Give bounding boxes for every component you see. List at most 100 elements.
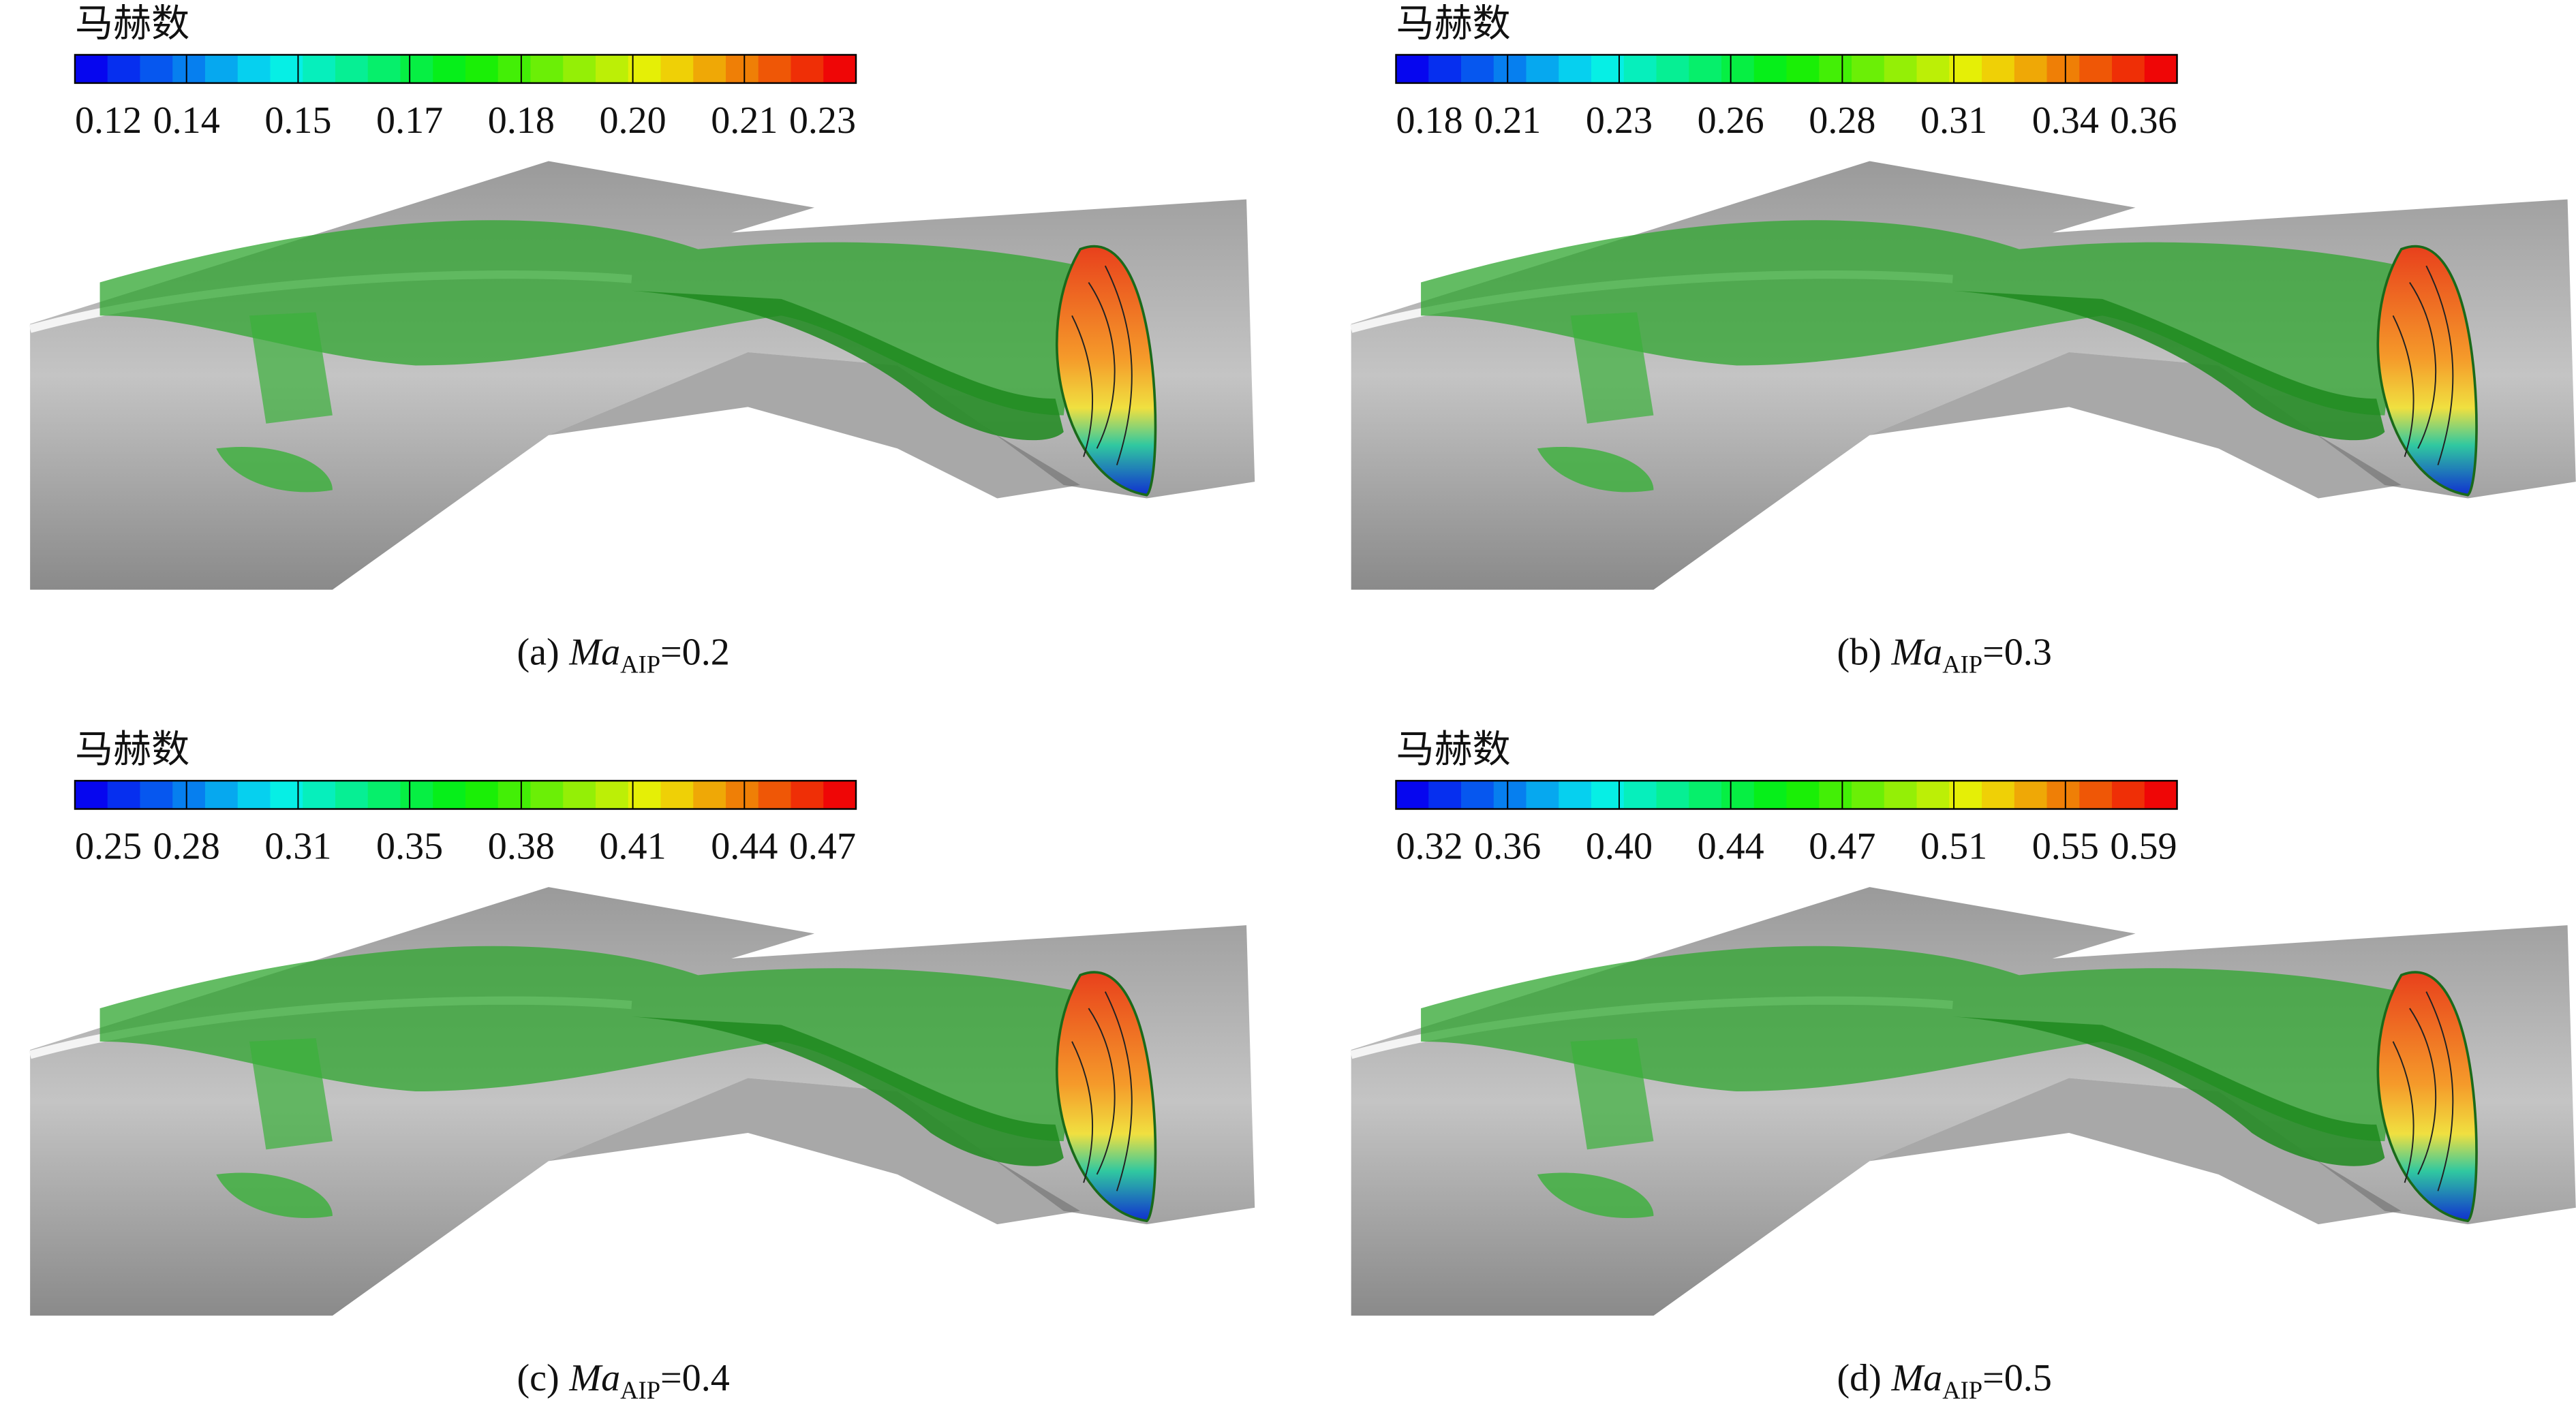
separation-patch	[1570, 1038, 1654, 1150]
colorbar-tick-label: 0.47	[789, 826, 856, 868]
colorbar-title: 马赫数	[75, 729, 189, 771]
outlet-plane	[2376, 971, 2478, 1223]
colorbar-segment	[1982, 781, 2015, 809]
colorbar-tick-label: 0.23	[1586, 99, 1653, 142]
vortex-sheet	[1421, 220, 2402, 416]
colorbar-segment	[465, 781, 499, 809]
colorbar-title: 马赫数	[75, 3, 189, 46]
outlet-plane	[2376, 245, 2478, 497]
colorbar-tick-label: 0.26	[1698, 99, 1764, 142]
colorbar-tick-label: 0.18	[1396, 99, 1462, 142]
duct-shadow	[1869, 352, 2402, 499]
caption: (a) MaAIP=0.2	[517, 631, 729, 678]
colorbar-tick-label: 0.21	[711, 99, 778, 142]
caption-subscript: AIP	[620, 1376, 660, 1402]
duct-shadow	[548, 1078, 1081, 1225]
colorbar-segment	[1916, 781, 1950, 809]
colorbar-segment	[1493, 54, 1527, 83]
colorbar-segment	[1819, 54, 1852, 83]
colorbar-segment	[2112, 54, 2145, 83]
caption-label: (d)	[1837, 1357, 1881, 1399]
colorbar-segment	[303, 54, 336, 83]
panel: 马赫数 0.12 0.14 0.15 0.17 0.18 0.20 0.21 0.23 (a) Ma…	[29, 3, 1255, 679]
colorbar-segment	[758, 781, 792, 809]
colorbar-tick-label: 0.23	[789, 99, 856, 142]
caption: (b) MaAIP=0.3	[1837, 631, 2051, 678]
colorbar-segment	[303, 781, 336, 809]
colorbar-segment	[1721, 781, 1755, 809]
separation-patch	[216, 446, 333, 493]
vortex-sheet	[1421, 946, 2402, 1142]
colorbar-segment	[2144, 54, 2178, 83]
colorbar-segment	[1689, 781, 1722, 809]
colorbar-segment	[2079, 781, 2113, 809]
colorbar-segment	[1460, 781, 1494, 809]
caption-symbol: Ma	[568, 631, 620, 673]
colorbar-segment	[107, 54, 141, 83]
streamlines	[2392, 265, 2454, 466]
colorbar-tick-label: 0.20	[600, 99, 666, 142]
colorbar-segment	[2079, 54, 2113, 83]
colorbar-segment	[1949, 781, 1982, 809]
colorbar-tick-label: 0.28	[153, 826, 220, 868]
colorbar-segment	[237, 781, 271, 809]
colorbar-segment	[2144, 781, 2178, 809]
colorbar-segment	[1428, 54, 1462, 83]
colorbar-segment	[693, 54, 726, 83]
colorbar-tick-label: 0.59	[2110, 826, 2177, 868]
caption-subscript: AIP	[1942, 1376, 1982, 1402]
caption-subscript: AIP	[1942, 651, 1982, 679]
colorbar-segment	[140, 781, 173, 809]
colorbar-segment	[1786, 781, 1820, 809]
colorbar-segment	[596, 54, 629, 83]
colorbar-segment	[2046, 54, 2081, 83]
colorbar-segment	[530, 781, 564, 809]
colorbar-segment	[400, 54, 433, 83]
colorbar-segment	[628, 781, 662, 809]
colorbar-segment	[823, 781, 857, 809]
colorbar-segment	[1689, 54, 1722, 83]
colorbar-segment	[1559, 54, 1592, 83]
colorbar-tick-label: 0.17	[376, 99, 443, 142]
colorbar-segment	[1916, 54, 1950, 83]
panel: 马赫数 0.32 0.36 0.40 0.44 0.47 0.51 0.55 0.59 (d) Ma…	[1350, 729, 2576, 1402]
colorbar-segment	[791, 54, 824, 83]
flow-render	[1350, 161, 2576, 590]
separation-patch	[1537, 1172, 1654, 1219]
colorbar-segment	[172, 781, 206, 809]
colorbar-segment	[204, 781, 239, 809]
colorbar-title: 马赫数	[1396, 729, 1510, 771]
colorbar-segment	[1656, 54, 1689, 83]
colorbar-segment	[1526, 54, 1559, 83]
colorbar-segment	[497, 781, 532, 809]
streamlines	[2392, 991, 2454, 1191]
colorbar-segment	[1623, 54, 1657, 83]
caption-value: =0.2	[660, 631, 730, 673]
caption-symbol: Ma	[1890, 1357, 1942, 1399]
caption-label: (c)	[517, 1357, 559, 1399]
colorbar-segment	[2046, 781, 2081, 809]
colorbar-segment	[2112, 781, 2145, 809]
colorbar-tick-label: 0.12	[75, 99, 142, 142]
colorbar-tick-label: 0.28	[1809, 99, 1875, 142]
caption: (c) MaAIP=0.4	[517, 1357, 729, 1402]
colorbar-segment	[107, 781, 141, 809]
separation-patch	[1570, 312, 1654, 424]
vortex-tube	[1952, 1016, 2385, 1166]
colorbar-segment	[367, 54, 401, 83]
colorbar-segment	[1884, 54, 1918, 83]
colorbar-segment	[660, 54, 694, 83]
colorbar-tick-label: 0.31	[264, 826, 331, 868]
colorbar-segment	[74, 54, 108, 83]
colorbar-segment	[628, 54, 662, 83]
colorbar-segment	[596, 781, 629, 809]
colorbar-segment	[204, 54, 239, 83]
colorbar-tick-label: 0.36	[1474, 826, 1541, 868]
colorbar-segment	[791, 781, 824, 809]
colorbar-tick-label: 0.34	[2032, 99, 2099, 142]
duct-shadow	[548, 352, 1081, 499]
colorbar-segment	[1819, 781, 1852, 809]
flow-render	[29, 161, 1255, 590]
colorbar-segment	[1982, 54, 2015, 83]
colorbar-segment	[1559, 781, 1592, 809]
